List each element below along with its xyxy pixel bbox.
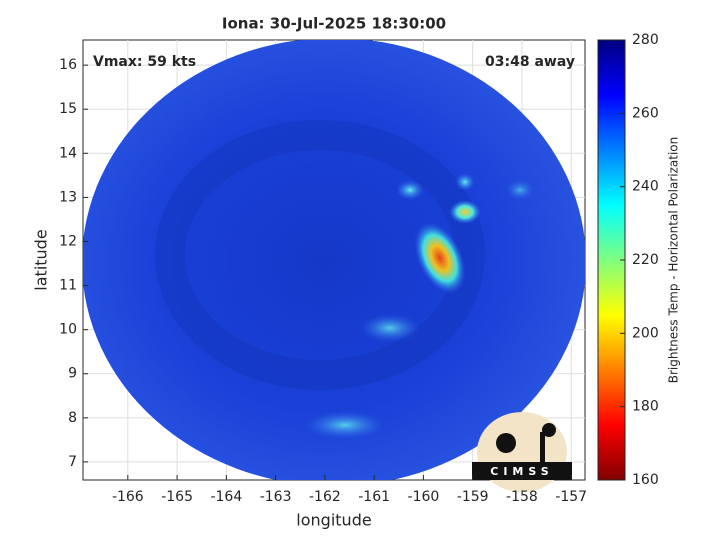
colorbar-tick-label: 240 [632,179,659,195]
x-tick-label: -158 [506,489,538,505]
logo-text: CIMSS [490,465,553,478]
brightness-image [83,40,585,480]
annotation: Vmax: 59 kts [93,54,196,70]
x-axis-label: longitude [296,511,371,530]
x-tick-label: -161 [358,489,390,505]
y-tick-label: 15 [59,101,77,117]
x-tick-label: -165 [161,489,193,505]
x-tick-label: -163 [260,489,292,505]
y-tick-label: 7 [68,454,77,470]
x-tick-label: -166 [112,489,144,505]
x-tick-label: -157 [555,489,587,505]
annotation: 03:48 away [485,54,575,70]
colorbar-label: Brightness Temp - Horizontal Polarizatio… [667,137,681,384]
y-tick-label: 10 [59,322,77,338]
colorbar-tick-label: 280 [632,32,659,48]
y-tick-label: 14 [59,145,77,161]
x-tick-label: -160 [408,489,440,505]
y-tick-label: 8 [68,410,77,426]
colorbar-tick-label: 260 [632,105,659,121]
x-tick-label: -164 [210,489,242,505]
colorbar-tick-label: 220 [632,252,659,268]
y-tick-label: 9 [68,366,77,382]
x-tick-label: -162 [309,489,341,505]
x-tick-label: -159 [457,489,489,505]
y-tick-label: 11 [59,278,77,294]
y-tick-label: 12 [59,233,77,249]
y-tick-label: 13 [59,189,77,205]
y-axis-label: latitude [32,229,51,290]
y-tick-label: 16 [59,57,77,73]
cimss-logo: CIMSS [472,412,572,492]
colorbar-tick-label: 160 [632,472,659,488]
colorbar-tick-label: 180 [632,399,659,415]
chart-title: Iona: 30-Jul-2025 18:30:00 [222,15,446,33]
colorbar-tick-label: 200 [632,325,659,341]
